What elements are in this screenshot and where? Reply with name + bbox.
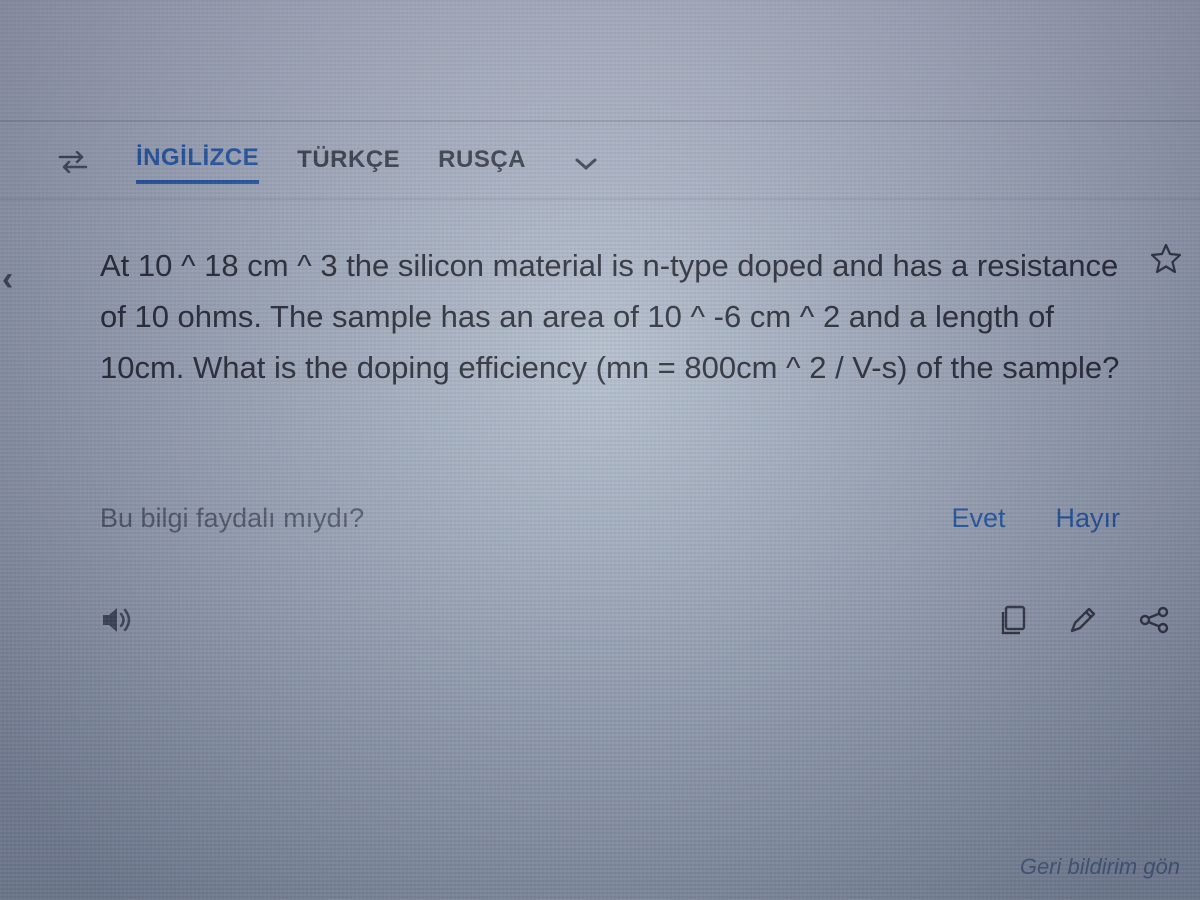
feedback-no-button[interactable]: Hayır xyxy=(1055,503,1120,534)
lang-tab-english[interactable]: İNGİLİZCE xyxy=(136,144,259,184)
action-bar xyxy=(0,604,1200,641)
translated-text: At 10 ^ 18 cm ^ 3 the silicon material i… xyxy=(100,240,1120,393)
more-languages-chevron-icon[interactable] xyxy=(574,151,598,177)
language-tab-bar: İNGİLİZCE TÜRKÇE RUSÇA xyxy=(0,122,1200,198)
feedback-row: Bu bilgi faydalı mıydı? Evet Hayır xyxy=(0,503,1200,534)
copy-icon[interactable] xyxy=(998,604,1028,641)
listen-speaker-icon[interactable] xyxy=(100,605,134,640)
edit-pencil-icon[interactable] xyxy=(1068,605,1098,640)
share-icon[interactable] xyxy=(1138,606,1170,639)
translation-panel: At 10 ^ 18 cm ^ 3 the silicon material i… xyxy=(0,200,1200,393)
save-translation-star-icon[interactable] xyxy=(1150,242,1182,283)
feedback-yes-button[interactable]: Evet xyxy=(951,503,1005,534)
lang-tab-turkish[interactable]: TÜRKÇE xyxy=(297,146,400,182)
top-spacer xyxy=(0,0,1200,122)
swap-languages-icon[interactable] xyxy=(58,149,88,180)
feedback-buttons: Evet Hayır xyxy=(951,503,1120,534)
feedback-question: Bu bilgi faydalı mıydı? xyxy=(100,503,364,534)
lang-tab-russian[interactable]: RUSÇA xyxy=(438,146,526,182)
send-feedback-link[interactable]: Geri bildirim gön xyxy=(1020,854,1180,880)
